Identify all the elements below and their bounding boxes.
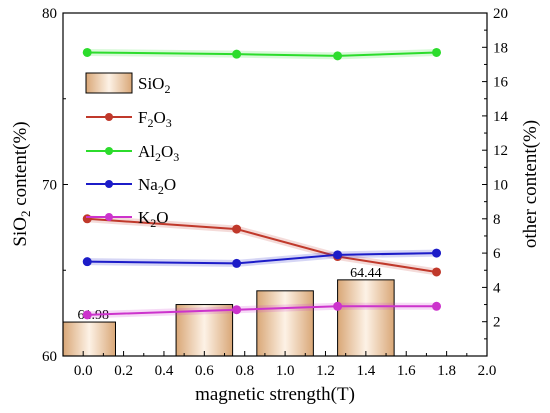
y-right-tick-label: 8: [493, 212, 501, 228]
x-tick-label: 1.6: [397, 363, 416, 379]
series-point: [333, 301, 343, 311]
x-tick-label: 0.8: [235, 363, 254, 379]
x-tick-label: 1.2: [316, 363, 335, 379]
series-point: [232, 49, 242, 59]
bar-data-label: 64.44: [350, 266, 382, 281]
legend-label: F2O3: [138, 108, 172, 130]
legend-swatch-marker: [105, 113, 113, 121]
legend-label: K2O: [138, 208, 169, 230]
y-axis-left: 60 70 80: [42, 6, 68, 365]
x-axis-title: magnetic strength(T): [195, 384, 355, 405]
x-tick-label: 1.8: [437, 363, 456, 379]
y-left-tick-label: 70: [42, 178, 57, 194]
bar: [62, 321, 116, 357]
y-left-tick-label: 60: [42, 349, 57, 365]
y-axis-right: 2 4 6 8 10 12 14 16 18 20: [482, 6, 509, 340]
y-axis-left-title: SiO2 content(%): [10, 121, 33, 246]
series-point: [333, 51, 343, 61]
series-point: [432, 301, 442, 311]
x-tick-label: 0.0: [74, 363, 93, 379]
series-point: [82, 257, 92, 267]
y-left-title-main: SiO: [10, 217, 31, 247]
y-left-title-sub: 2: [18, 211, 33, 218]
legend-swatch-marker: [105, 213, 113, 221]
series-point: [232, 258, 242, 268]
legend-label: SiO2: [138, 74, 170, 96]
y-right-tick-label: 16: [493, 75, 509, 91]
y-left-title-tail: content(%): [10, 121, 31, 210]
legend-swatch-marker: [105, 180, 113, 188]
bar: [337, 279, 395, 357]
x-axis: 0.0 0.2 0.4 0.6 0.8 1.0 1.2 1.4 1.6 1.8 2.0: [74, 351, 497, 379]
y-right-tick-label: 4: [493, 280, 501, 296]
legend: SiO2 F2O3 Al2O3 Na2O K2O: [85, 72, 179, 230]
x-tick-label: 1.0: [276, 363, 295, 379]
y-right-tick-label: 14: [493, 109, 509, 125]
bar: [175, 304, 234, 357]
y-right-tick-label: 12: [493, 143, 508, 159]
y-right-tick-label: 2: [493, 315, 501, 331]
series-point: [432, 248, 442, 258]
series-point: [232, 224, 242, 234]
x-tick-label: 0.6: [195, 363, 214, 379]
series-point: [432, 47, 442, 57]
y-right-tick-label: 18: [493, 40, 508, 56]
series-point: [82, 47, 92, 57]
x-tick-label: 1.4: [356, 363, 375, 379]
series-line: [87, 252, 437, 265]
series-line: [87, 51, 437, 57]
x-tick-label: 0.4: [155, 363, 174, 379]
x-tick-label: 2.0: [478, 363, 497, 379]
legend-swatch-marker: [105, 147, 113, 155]
y-axis-right-title: other content(%): [520, 120, 541, 248]
series-point: [333, 250, 343, 260]
series-point: [82, 310, 92, 320]
series-line: [87, 305, 437, 316]
series-point: [232, 305, 242, 315]
y-right-tick-label: 6: [493, 246, 501, 262]
legend-swatch-bar: [85, 72, 133, 94]
line-series-group: [82, 47, 442, 320]
series-line: [87, 217, 437, 273]
x-tick-label: 0.2: [114, 363, 133, 379]
y-left-tick-label: 80: [42, 6, 57, 22]
y-right-tick-label: 10: [493, 178, 508, 194]
y-right-tick-label: 20: [493, 6, 508, 22]
bar: [256, 290, 314, 357]
legend-label: Na2O: [138, 175, 176, 197]
legend-label: Al2O3: [138, 142, 179, 164]
series-point: [432, 267, 442, 277]
